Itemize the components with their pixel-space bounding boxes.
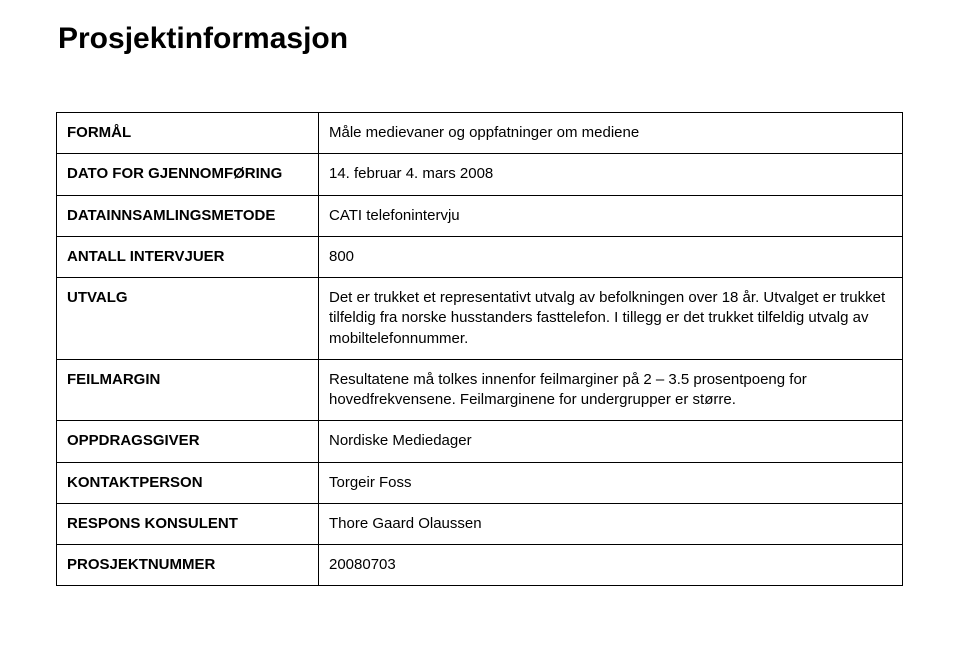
value-prosjektnr: 20080703	[319, 545, 903, 586]
table-row: RESPONS KONSULENT Thore Gaard Olaussen	[57, 503, 903, 544]
value-oppdrag: Nordiske Mediedager	[319, 421, 903, 462]
label-prosjektnr: PROSJEKTNUMMER	[57, 545, 319, 586]
label-kontakt: KONTAKTPERSON	[57, 462, 319, 503]
label-feilmargin: FEILMARGIN	[57, 359, 319, 421]
label-dato: DATO FOR GJENNOMFØRING	[57, 154, 319, 195]
label-antall: ANTALL INTERVJUER	[57, 236, 319, 277]
label-konsulent: RESPONS KONSULENT	[57, 503, 319, 544]
value-feilmargin: Resultatene må tolkes innenfor feilmargi…	[319, 359, 903, 421]
table-row: ANTALL INTERVJUER 800	[57, 236, 903, 277]
value-kontakt: Torgeir Foss	[319, 462, 903, 503]
table-row: FEILMARGIN Resultatene må tolkes innenfo…	[57, 359, 903, 421]
value-utvalg: Det er trukket et representativt utvalg …	[319, 278, 903, 360]
project-info-table: FORMÅL Måle medievaner og oppfatninger o…	[56, 112, 903, 586]
value-metode: CATI telefonintervju	[319, 195, 903, 236]
value-konsulent: Thore Gaard Olaussen	[319, 503, 903, 544]
page-title: Prosjektinformasjon	[56, 22, 903, 56]
label-utvalg: UTVALG	[57, 278, 319, 360]
label-oppdrag: OPPDRAGSGIVER	[57, 421, 319, 462]
table-row: FORMÅL Måle medievaner og oppfatninger o…	[57, 113, 903, 154]
value-dato: 14. februar 4. mars 2008	[319, 154, 903, 195]
table-row: DATO FOR GJENNOMFØRING 14. februar 4. ma…	[57, 154, 903, 195]
table-row: PROSJEKTNUMMER 20080703	[57, 545, 903, 586]
label-formal: FORMÅL	[57, 113, 319, 154]
value-antall: 800	[319, 236, 903, 277]
table-row: DATAINNSAMLINGSMETODE CATI telefoninterv…	[57, 195, 903, 236]
table-row: OPPDRAGSGIVER Nordiske Mediedager	[57, 421, 903, 462]
table-row: KONTAKTPERSON Torgeir Foss	[57, 462, 903, 503]
value-formal: Måle medievaner og oppfatninger om medie…	[319, 113, 903, 154]
table-row: UTVALG Det er trukket et representativt …	[57, 278, 903, 360]
page-container: Prosjektinformasjon FORMÅL Måle medievan…	[0, 0, 959, 586]
label-metode: DATAINNSAMLINGSMETODE	[57, 195, 319, 236]
